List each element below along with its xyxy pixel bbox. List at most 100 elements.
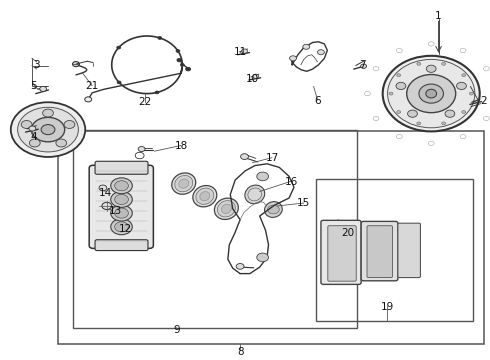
- Circle shape: [111, 178, 132, 194]
- Circle shape: [111, 219, 132, 235]
- Circle shape: [177, 58, 182, 62]
- Text: 8: 8: [237, 347, 244, 357]
- Text: 11: 11: [233, 47, 247, 57]
- Circle shape: [397, 74, 401, 77]
- FancyBboxPatch shape: [361, 221, 398, 281]
- Text: 4: 4: [30, 132, 37, 142]
- Circle shape: [56, 139, 67, 147]
- Circle shape: [115, 194, 128, 204]
- Ellipse shape: [221, 204, 231, 213]
- Circle shape: [462, 111, 466, 113]
- FancyBboxPatch shape: [89, 165, 153, 248]
- Circle shape: [242, 49, 247, 53]
- Text: 14: 14: [98, 188, 112, 198]
- Circle shape: [176, 50, 180, 53]
- Ellipse shape: [196, 188, 214, 204]
- Ellipse shape: [388, 59, 475, 128]
- Text: 9: 9: [173, 325, 180, 336]
- Circle shape: [361, 64, 367, 68]
- Ellipse shape: [383, 56, 480, 131]
- Circle shape: [115, 222, 128, 232]
- FancyBboxPatch shape: [95, 240, 148, 251]
- Circle shape: [253, 74, 259, 78]
- Circle shape: [64, 121, 75, 129]
- Circle shape: [186, 67, 191, 71]
- Circle shape: [257, 253, 269, 262]
- Circle shape: [111, 192, 132, 207]
- Bar: [316, 179, 473, 321]
- Circle shape: [445, 110, 455, 117]
- Circle shape: [31, 117, 65, 142]
- Ellipse shape: [179, 179, 189, 188]
- Circle shape: [389, 92, 393, 95]
- Ellipse shape: [407, 75, 456, 113]
- Circle shape: [158, 36, 162, 39]
- Text: 17: 17: [265, 153, 279, 163]
- Circle shape: [441, 122, 445, 125]
- FancyBboxPatch shape: [367, 226, 392, 278]
- Circle shape: [303, 44, 310, 49]
- Circle shape: [417, 122, 421, 125]
- FancyBboxPatch shape: [398, 223, 420, 278]
- Circle shape: [290, 56, 296, 61]
- Text: 2: 2: [480, 96, 487, 106]
- Circle shape: [138, 147, 145, 152]
- FancyBboxPatch shape: [328, 226, 356, 281]
- Circle shape: [73, 62, 79, 67]
- Text: 7: 7: [359, 60, 366, 70]
- Circle shape: [11, 102, 85, 157]
- Ellipse shape: [419, 84, 443, 103]
- Text: 13: 13: [108, 206, 122, 216]
- Text: 6: 6: [314, 96, 321, 106]
- Text: 16: 16: [285, 177, 298, 187]
- Text: 3: 3: [33, 60, 40, 70]
- Circle shape: [236, 264, 244, 269]
- Text: 18: 18: [174, 141, 188, 151]
- Bar: [58, 131, 484, 344]
- Text: 10: 10: [246, 74, 259, 84]
- Circle shape: [426, 65, 436, 72]
- Circle shape: [117, 81, 121, 84]
- Text: 12: 12: [118, 224, 132, 234]
- Circle shape: [43, 109, 53, 117]
- Text: 15: 15: [297, 198, 311, 208]
- Ellipse shape: [175, 175, 193, 192]
- Circle shape: [268, 205, 279, 214]
- Circle shape: [408, 110, 417, 117]
- Ellipse shape: [218, 201, 235, 217]
- Circle shape: [85, 97, 92, 102]
- Circle shape: [117, 46, 121, 49]
- Circle shape: [180, 63, 184, 66]
- Ellipse shape: [265, 202, 282, 217]
- Circle shape: [29, 126, 36, 131]
- Circle shape: [111, 205, 132, 221]
- Text: 19: 19: [380, 302, 394, 312]
- Text: 21: 21: [85, 81, 99, 91]
- Circle shape: [241, 154, 248, 159]
- Bar: [73, 130, 357, 328]
- Circle shape: [29, 139, 40, 147]
- Circle shape: [102, 202, 112, 210]
- Text: 5: 5: [30, 81, 37, 91]
- FancyBboxPatch shape: [95, 161, 148, 174]
- Ellipse shape: [193, 185, 217, 207]
- Circle shape: [417, 62, 421, 65]
- Circle shape: [41, 125, 55, 135]
- Circle shape: [21, 121, 32, 129]
- Circle shape: [396, 82, 406, 90]
- Circle shape: [99, 185, 107, 191]
- Circle shape: [18, 107, 78, 152]
- Ellipse shape: [172, 173, 196, 194]
- Ellipse shape: [200, 192, 210, 201]
- Circle shape: [257, 172, 269, 181]
- Circle shape: [115, 208, 128, 218]
- Ellipse shape: [426, 89, 437, 98]
- Circle shape: [469, 92, 473, 95]
- Circle shape: [457, 82, 466, 90]
- Circle shape: [115, 181, 128, 191]
- Text: 20: 20: [342, 228, 354, 238]
- Circle shape: [318, 50, 324, 55]
- Text: 22: 22: [138, 96, 151, 107]
- Circle shape: [155, 91, 159, 94]
- Circle shape: [397, 111, 401, 113]
